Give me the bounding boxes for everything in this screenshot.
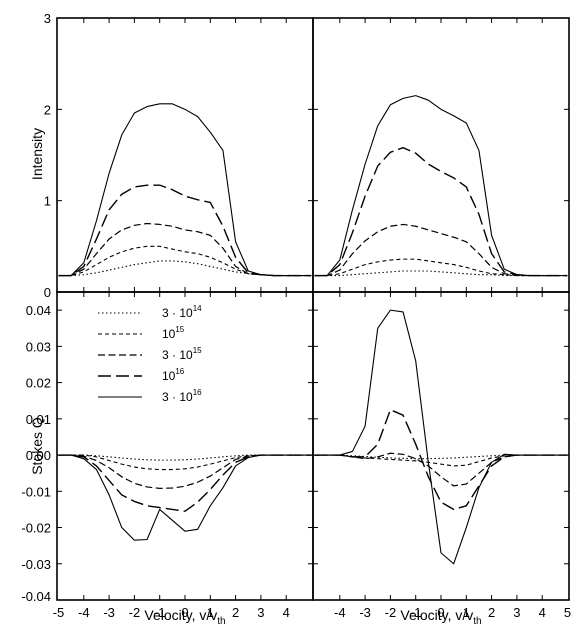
x-tick-label-left: 2 [232, 605, 239, 620]
legend-exp-4: 16 [193, 388, 202, 397]
frame-top-right [312, 17, 570, 293]
y-tick-label-bottom: 0.04 [26, 303, 51, 318]
y-axis-title-intensity: Intensity [29, 128, 45, 180]
series-line-top-right-1 [314, 258, 568, 277]
series-line-top-right-4 [314, 95, 568, 277]
series-line-bottom-left-0 [58, 454, 312, 461]
series-line-top-left-3 [58, 184, 312, 277]
x-tick-label-left: 1 [207, 605, 214, 620]
x-axis-title-left-sub: th [217, 616, 225, 627]
series-line-bottom-right-3 [314, 409, 568, 511]
x-axis-title-left-main: Velocity, v/v [144, 607, 217, 623]
y-tick-label-top: 2 [44, 102, 51, 117]
legend-label-0: 3 · 1014 [162, 304, 202, 320]
legend-label-4: 3 · 1016 [162, 388, 202, 404]
series-line-bottom-left-3 [58, 454, 312, 512]
panel-bottom-right [314, 309, 568, 565]
x-tick-label-left: -2 [129, 605, 141, 620]
legend-base-0: 3 · 10 [162, 306, 193, 320]
x-tick-label-left: -5 [53, 605, 65, 620]
series-line-top-left-0 [58, 260, 312, 277]
y-tick-label-bottom: 0.03 [26, 339, 51, 354]
y-tick-label-bottom: -0.02 [21, 521, 51, 536]
legend-base-2: 3 · 10 [162, 348, 193, 362]
panel-top-left [58, 103, 312, 277]
x-tick-label-left: 0 [181, 605, 188, 620]
series-line-top-left-1 [58, 245, 312, 277]
series-line-bottom-left-4 [58, 454, 312, 541]
series-line-top-right-3 [314, 146, 568, 277]
x-tick-label-right: 0 [437, 605, 444, 620]
x-tick-label-right: 3 [513, 605, 520, 620]
x-tick-label-right: 5 [564, 605, 571, 620]
y-axis-title-stokes-q: Stokes Q [29, 417, 45, 475]
legend-exp-0: 14 [193, 304, 202, 313]
legend-label-1: 1015 [162, 325, 185, 341]
x-tick-label-right: -3 [359, 605, 371, 620]
y-tick-label-top: 1 [44, 194, 51, 209]
x-axis-title-right-sub: th [473, 616, 481, 627]
y-tick-label-bottom: -0.01 [21, 484, 51, 499]
x-tick-label-left: -1 [154, 605, 166, 620]
frame-bottom-right [312, 291, 570, 601]
y-tick-label-bottom: 0.01 [26, 412, 51, 427]
x-tick-label-left: -4 [78, 605, 90, 620]
panel-top-right [314, 95, 568, 277]
legend-base-3: 10 [162, 369, 176, 383]
panels-layer [58, 95, 568, 565]
series-line-bottom-right-2 [314, 452, 568, 487]
x-tick-label-right: -4 [334, 605, 346, 620]
x-axis-title-left: Velocity, v/vth [144, 607, 225, 627]
y-tick-label-bottom: -0.03 [21, 557, 51, 572]
series-line-bottom-left-2 [58, 454, 312, 489]
frame-top-left [56, 17, 314, 293]
x-axis-title-right-main: Velocity, v/v [400, 607, 473, 623]
series-line-bottom-left-1 [58, 454, 312, 471]
frame-bottom-left [56, 291, 314, 601]
y-tick-label-bottom: 0.00 [26, 448, 51, 463]
x-tick-label-right: 1 [463, 605, 470, 620]
x-tick-label-right: -2 [385, 605, 397, 620]
legend-base-1: 10 [162, 327, 176, 341]
x-tick-label-right: -1 [410, 605, 422, 620]
x-axis-title-right: Velocity, v/vth [400, 607, 481, 627]
series-line-bottom-right-4 [314, 309, 568, 565]
ticks-layer: -5 -4 -3 -2 -1 0 1 2 3 4 -4 -3 -2 -1 0 1 2 3 4 5 0 1 2 3 -0.04 -0… [21, 11, 571, 620]
y-tick-label-bottom: -0.04 [21, 589, 51, 604]
x-tick-label-left: 3 [257, 605, 264, 620]
legend-base-4: 3 · 10 [162, 390, 193, 404]
y-tick-label-top: 3 [44, 11, 51, 26]
x-tick-label-left: 4 [283, 605, 290, 620]
y-tick-label-top: 0 [44, 285, 51, 300]
y-tick-label-bottom: 0.02 [26, 376, 51, 391]
panel-bottom-left [58, 454, 312, 541]
legend-label-2: 3 · 1015 [162, 346, 202, 362]
x-tick-label-left: -3 [103, 605, 115, 620]
legend-label-3: 1016 [162, 367, 185, 383]
x-tick-label-right: 2 [488, 605, 495, 620]
legend-exp-3: 16 [175, 367, 184, 376]
x-tick-label-right: 4 [539, 605, 546, 620]
legend-exp-2: 15 [193, 346, 202, 355]
series-line-top-left-2 [58, 222, 312, 277]
legend-exp-1: 15 [175, 325, 184, 334]
series-line-top-left-4 [58, 103, 312, 277]
